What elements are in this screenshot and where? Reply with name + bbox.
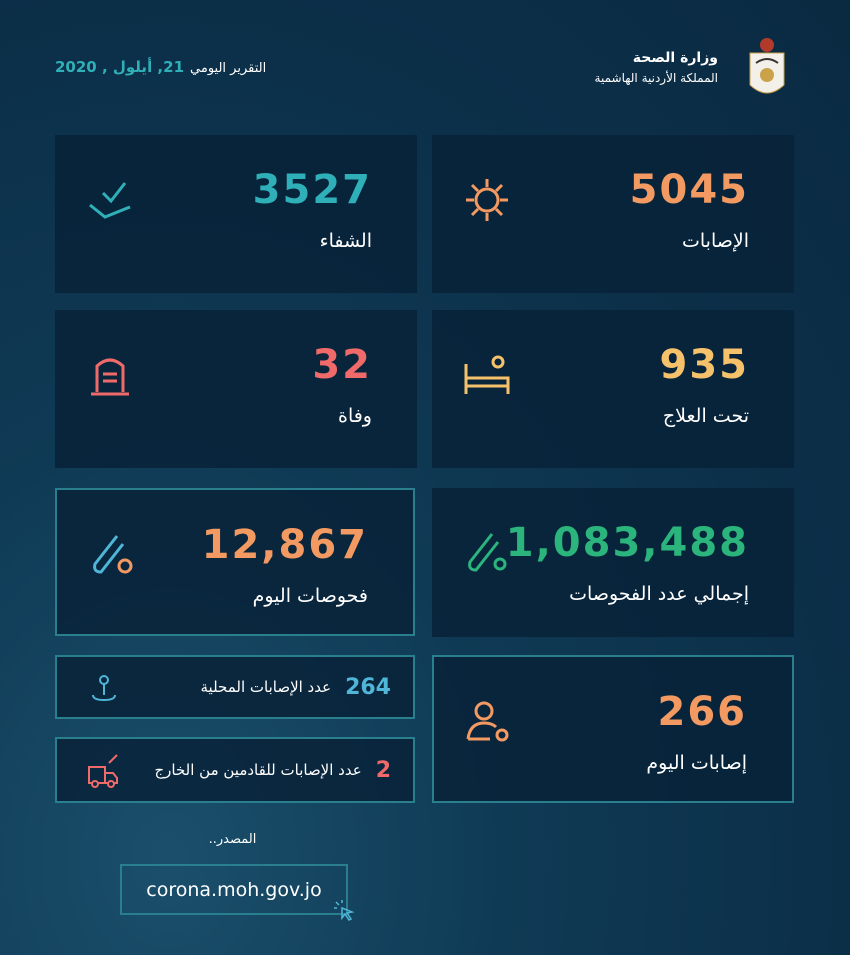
cases-card: 5045 الإصابات [432, 135, 794, 293]
coat-of-arms-logo [742, 35, 792, 101]
source-url-link[interactable]: corona.moh.gov.jo [120, 864, 348, 915]
report-label: التقرير اليومي [190, 61, 267, 76]
cases-today-value: 266 [657, 689, 747, 735]
kingdom-name: المملكة الأردنية الهاشمية [594, 71, 718, 85]
deaths-value: 32 [312, 342, 372, 388]
recovered-value: 3527 [252, 167, 372, 213]
report-date: 21, أيلول , 2020 [55, 58, 185, 76]
user-gear-icon [466, 701, 509, 742]
local-cases-value: 264 [345, 674, 391, 700]
cases-label: الإصابات [681, 230, 749, 252]
source-url[interactable]: corona.moh.gov.jo [146, 878, 322, 901]
source-label: المصدر.. [208, 832, 257, 847]
under-treatment-card: 935 تحت العلاج [432, 310, 794, 468]
hospital-bed-icon [464, 355, 510, 394]
location-pin-icon [92, 675, 116, 702]
hand-check-icon [89, 182, 131, 219]
imported-cases-value: 2 [375, 757, 391, 783]
test-tube-gear-icon [93, 535, 133, 574]
imported-cases-card: 2 عدد الإصابات للقادمين من الخارج [55, 737, 415, 803]
tests-today-card: 12,867 فحوصات اليوم [55, 488, 415, 636]
recovered-card: 3527 الشفاء [55, 135, 417, 293]
under-treatment-label: تحت العلاج [662, 405, 749, 427]
local-cases-label: عدد الإصابات المحلية [200, 678, 332, 696]
imported-cases-label: عدد الإصابات للقادمين من الخارج [154, 761, 362, 779]
cases-value: 5045 [629, 167, 749, 213]
total-tests-label: إجمالي عدد الفحوصات [569, 583, 749, 605]
ministry-name: وزارة الصحة [632, 50, 718, 66]
cursor-click-icon [334, 900, 355, 921]
tests-today-value: 12,867 [201, 522, 368, 568]
cases-today-label: إصابات اليوم [646, 752, 747, 774]
deaths-label: وفاة [337, 405, 372, 427]
total-tests-value: 1,083,488 [505, 520, 749, 566]
cases-today-card: 266 إصابات اليوم [432, 655, 794, 803]
local-cases-card: 264 عدد الإصابات المحلية [55, 655, 415, 719]
virus-icon [466, 179, 508, 221]
truck-plane-icon [88, 754, 118, 788]
deaths-card: 32 وفاة [55, 310, 417, 468]
under-treatment-value: 935 [659, 342, 749, 388]
recovered-label: الشفاء [319, 230, 372, 252]
tombstone-icon [91, 358, 129, 396]
test-tube-icon [468, 533, 507, 572]
tests-today-label: فحوصات اليوم [252, 585, 368, 607]
total-tests-card: 1,083,488 إجمالي عدد الفحوصات [432, 488, 794, 637]
